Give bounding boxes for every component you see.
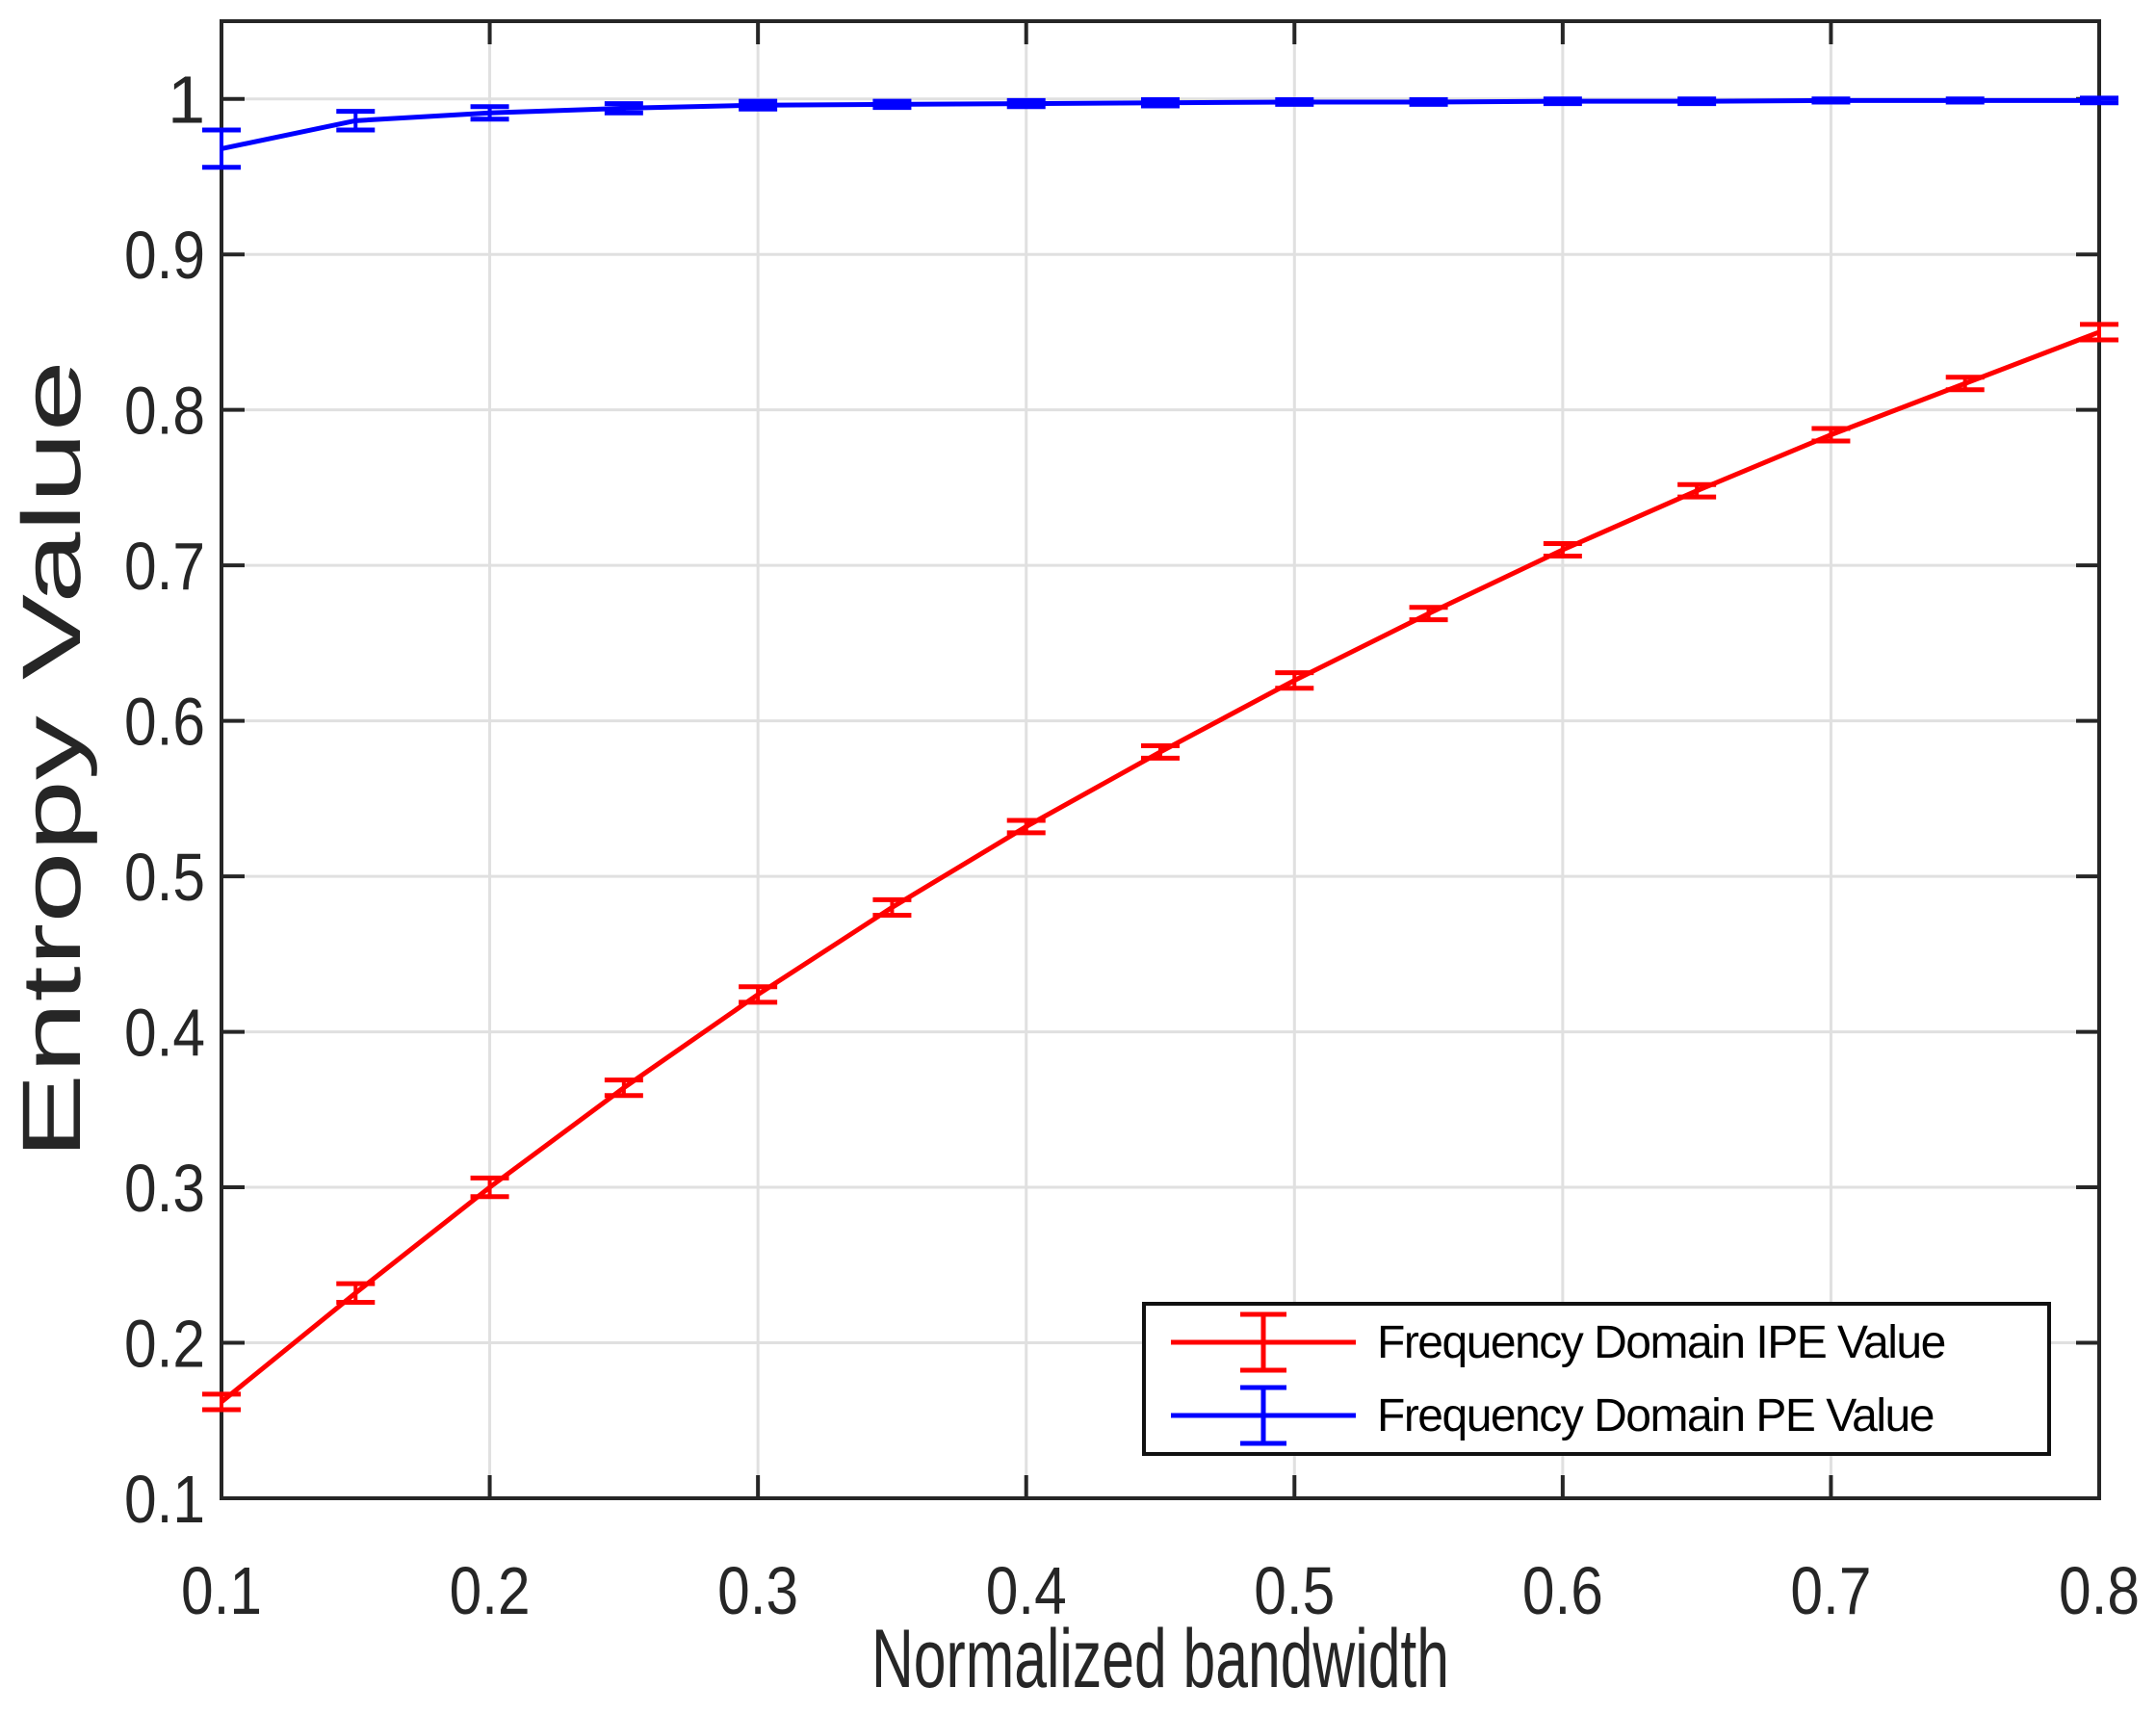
legend-label-pe: Frequency Domain PE Value [1377,1389,1935,1441]
y-tick-label: 0.7 [124,529,205,604]
x-tick-label: 0.4 [986,1553,1067,1628]
errorbar-symbol-blue-icon [1171,1385,1356,1446]
y-tick-label: 0.1 [124,1462,205,1537]
series-line-ipe [220,329,2100,1404]
x-tick-label: 0.1 [181,1553,262,1628]
x-axis-label: Normalized bandwidth [871,1613,1449,1705]
x-tick-label: 0.8 [2059,1553,2140,1628]
legend-item-ipe: Frequency Domain IPE Value [1146,1306,2047,1379]
legend: Frequency Domain IPE Value Frequency Dom… [1142,1302,2051,1456]
y-tick-label: 0.6 [124,685,205,760]
y-tick-label: 0.8 [124,374,205,449]
x-tick-label: 0.3 [717,1553,798,1628]
x-tick-label: 0.2 [450,1553,531,1628]
x-tick-label: 0.5 [1254,1553,1335,1628]
legend-label-ipe: Frequency Domain IPE Value [1377,1316,1946,1368]
plot-border [220,19,2101,1500]
y-tick-label: 0.9 [124,218,205,293]
y-tick-label: 1 [168,63,205,138]
y-tick-label: 0.5 [124,840,205,915]
y-tick-label: 0.2 [124,1307,205,1382]
x-tick-label: 0.6 [1522,1553,1603,1628]
legend-item-pe: Frequency Domain PE Value [1146,1379,2047,1452]
errorbar-symbol-red-icon [1171,1311,1356,1373]
y-tick-label: 0.3 [124,1151,205,1226]
y-tick-label: 0.4 [124,996,205,1071]
y-axis-label: Entropy Value [6,360,98,1159]
x-tick-label: 0.7 [1790,1553,1871,1628]
